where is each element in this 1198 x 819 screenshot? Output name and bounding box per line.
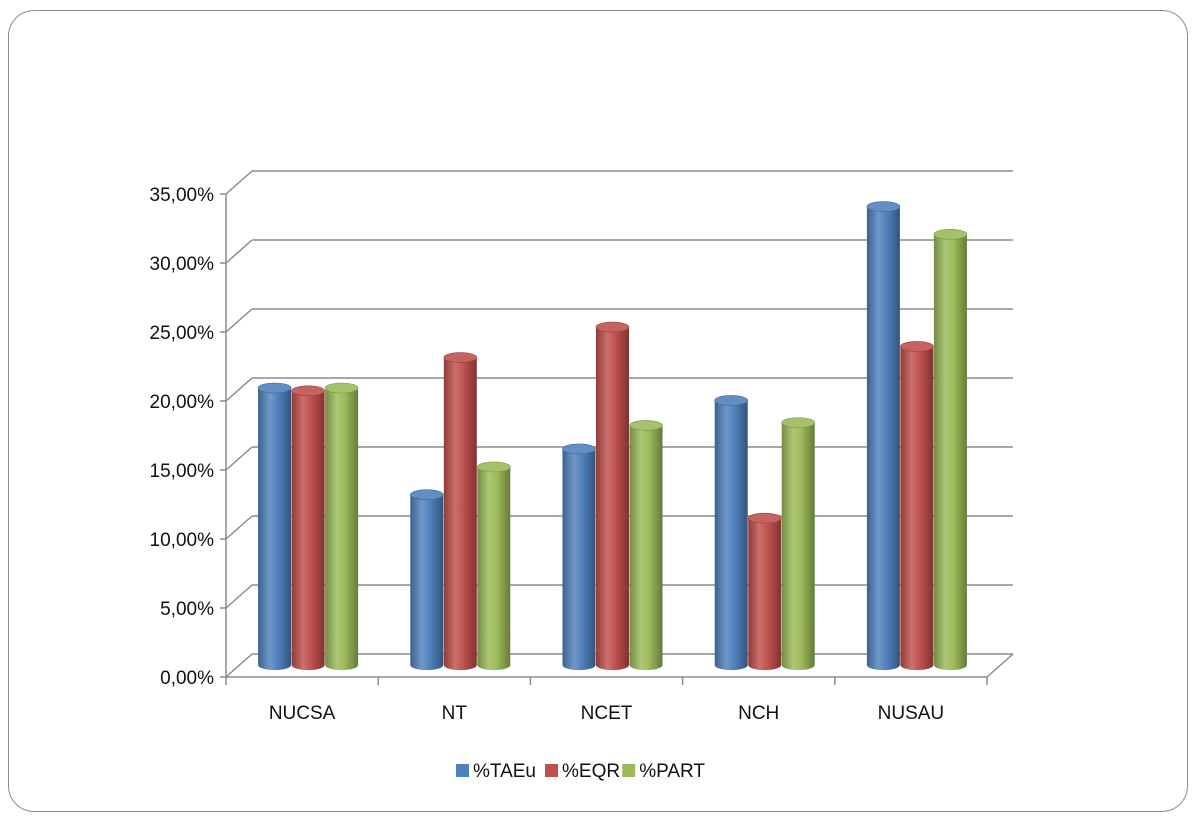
gridline-depth — [225, 653, 253, 678]
bar-body — [866, 206, 900, 671]
bar-body — [443, 357, 477, 671]
bar-body — [748, 518, 782, 671]
gridline-depth — [225, 170, 253, 195]
bar-body — [596, 327, 629, 671]
legend-item: %TAEu — [456, 761, 536, 782]
bar — [866, 201, 901, 671]
bar-body — [781, 422, 815, 671]
bar-top — [629, 420, 663, 431]
bar — [714, 395, 749, 671]
y-tick-label: 15,00% — [150, 461, 215, 482]
legend-label: %PART — [639, 761, 705, 782]
gridline-depth — [225, 515, 253, 540]
bar-top — [714, 395, 749, 406]
bar-top — [595, 321, 630, 333]
bar-body — [629, 425, 663, 671]
bar — [476, 461, 511, 671]
legend-label: %TAEu — [473, 761, 536, 782]
bar-top — [257, 382, 292, 394]
bar-top — [476, 461, 511, 473]
gridline-depth — [225, 584, 253, 609]
bar-body — [562, 448, 596, 671]
gridline-depth — [225, 446, 253, 471]
x-tick-label: NT — [442, 703, 468, 724]
bar-body — [258, 388, 292, 671]
gridline-depth — [225, 239, 253, 264]
legend-label: %EQR — [562, 761, 620, 782]
bar — [629, 420, 663, 671]
y-tick-label: 5,00% — [160, 599, 214, 620]
bar-top — [291, 385, 325, 397]
bar — [324, 382, 359, 671]
bar-top — [443, 352, 478, 363]
bar — [933, 228, 968, 671]
legend-swatch — [622, 764, 636, 777]
x-tick-label: NUSAU — [878, 703, 945, 724]
bar-top — [562, 443, 596, 455]
gridline-depth — [225, 377, 253, 402]
legend-swatch — [456, 764, 469, 777]
legend-swatch — [545, 764, 558, 777]
y-tick-label: 0,00% — [160, 668, 214, 689]
bar-body — [410, 494, 444, 671]
bar-top — [324, 382, 359, 394]
y-tick-label: 20,00% — [150, 392, 215, 413]
bar — [900, 341, 934, 671]
bar — [443, 352, 478, 671]
bar-top — [900, 341, 934, 352]
legend-item: %EQR — [545, 761, 620, 782]
bar — [747, 512, 782, 671]
bar — [562, 443, 596, 671]
bar-top — [747, 512, 782, 524]
bar — [409, 489, 444, 671]
bar-top — [409, 489, 444, 500]
legend-item: %PART — [622, 761, 705, 782]
floor-right-edge — [986, 653, 1014, 678]
bar-body — [325, 388, 359, 671]
bar — [291, 385, 325, 671]
bar-top — [781, 417, 816, 428]
bar-body — [291, 390, 325, 671]
bar-top — [933, 228, 968, 240]
x-tick-label: NUCSA — [269, 703, 336, 724]
y-tick-label: 30,00% — [150, 254, 215, 275]
x-tick-label: NCET — [581, 703, 633, 724]
y-tick-label: 35,00% — [150, 185, 215, 206]
gridline-depth — [225, 308, 253, 333]
bar — [781, 417, 816, 671]
y-tick-label: 25,00% — [150, 323, 215, 344]
y-tick-label: 10,00% — [150, 530, 215, 551]
bar-body — [714, 400, 748, 671]
bar-top — [866, 201, 901, 212]
bar-body — [900, 346, 934, 671]
bar-body — [933, 234, 967, 671]
bar-body — [477, 466, 511, 671]
bar — [595, 321, 630, 671]
bar — [257, 382, 292, 671]
x-tick-label: NCH — [738, 703, 779, 724]
